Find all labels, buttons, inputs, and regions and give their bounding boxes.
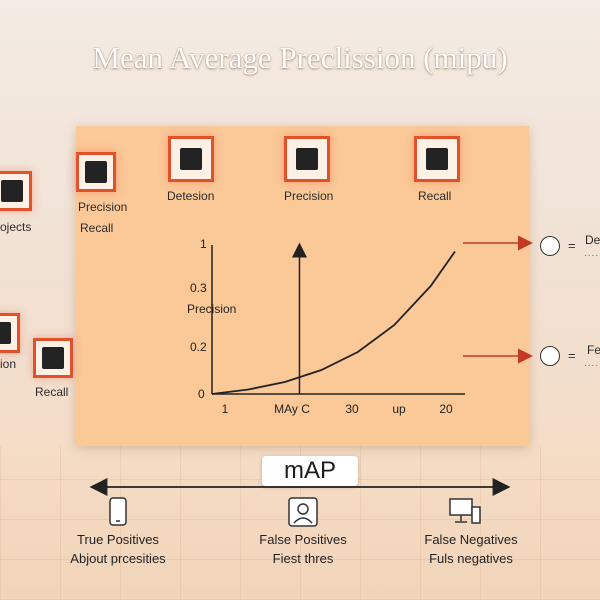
- square-icon: [1, 180, 23, 202]
- left-cut-icon-box: [0, 313, 20, 353]
- detection-icon-box: [168, 136, 214, 182]
- square-icon: [296, 148, 318, 170]
- y-tick-label: 0.3: [190, 281, 207, 295]
- detection-label: Detesion: [167, 189, 215, 203]
- metric-1-line2: Abjout prcesities: [70, 551, 166, 566]
- y-axis-label: Precision: [187, 302, 236, 316]
- precision-label-1: Precision: [78, 200, 128, 214]
- metric-2-line1: False Positives: [259, 532, 347, 547]
- legend-dots-1: ......: [584, 248, 600, 259]
- objects-label: ojects: [0, 220, 32, 234]
- square-icon: [426, 148, 448, 170]
- map-label: mAP: [262, 456, 358, 486]
- metric-2-line2: Fiest thres: [272, 551, 334, 566]
- metric-3-line2: Fuls negatives: [429, 551, 513, 566]
- recall-icon-box: [414, 136, 460, 182]
- y-tick-label: 1: [200, 237, 207, 251]
- metric-3-line1: False Negatives: [424, 532, 518, 547]
- recall-label-2: Recall: [418, 189, 452, 203]
- square-icon: [42, 347, 64, 369]
- left-cut-label: ion: [0, 357, 17, 371]
- x-tick-label: up: [392, 402, 406, 416]
- square-icon: [180, 148, 202, 170]
- recall-left-label: Recall: [35, 385, 69, 399]
- recall-label-1: Recall: [80, 221, 114, 235]
- y-tick-label: 0.2: [190, 340, 207, 354]
- page-title: Mean Average Preclission (mipu): [92, 40, 508, 75]
- square-icon: [85, 161, 107, 183]
- head-icon-2: [540, 346, 560, 366]
- person-icon: [288, 497, 318, 527]
- x-tick-label: 30: [345, 402, 359, 416]
- legend-text-1: De: [585, 233, 600, 247]
- precision-label-2: Precision: [284, 189, 334, 203]
- metric-1-line1: True Positives: [77, 532, 159, 547]
- legend-text-2: Fe: [587, 343, 600, 357]
- equals-sign-2: =: [568, 348, 576, 363]
- legend-dots-2: ......: [584, 358, 600, 369]
- precision-icon-box: [284, 136, 330, 182]
- recall-left-icon-box: [33, 338, 73, 378]
- head-icon-1: [540, 236, 560, 256]
- phone-icon: [109, 497, 127, 526]
- precision-recall-icon-box: [76, 152, 116, 192]
- equals-sign-1: =: [568, 238, 576, 253]
- square-icon: [0, 322, 11, 344]
- y-tick-label: 0: [198, 387, 205, 401]
- objects-icon-box: [0, 171, 32, 211]
- x-tick-label: 1: [222, 402, 229, 416]
- monitor-icon: [449, 498, 481, 524]
- x-tick-label: MAy C: [274, 402, 310, 416]
- precision-curve-line: [211, 250, 456, 395]
- x-tick-label: 20: [439, 402, 453, 416]
